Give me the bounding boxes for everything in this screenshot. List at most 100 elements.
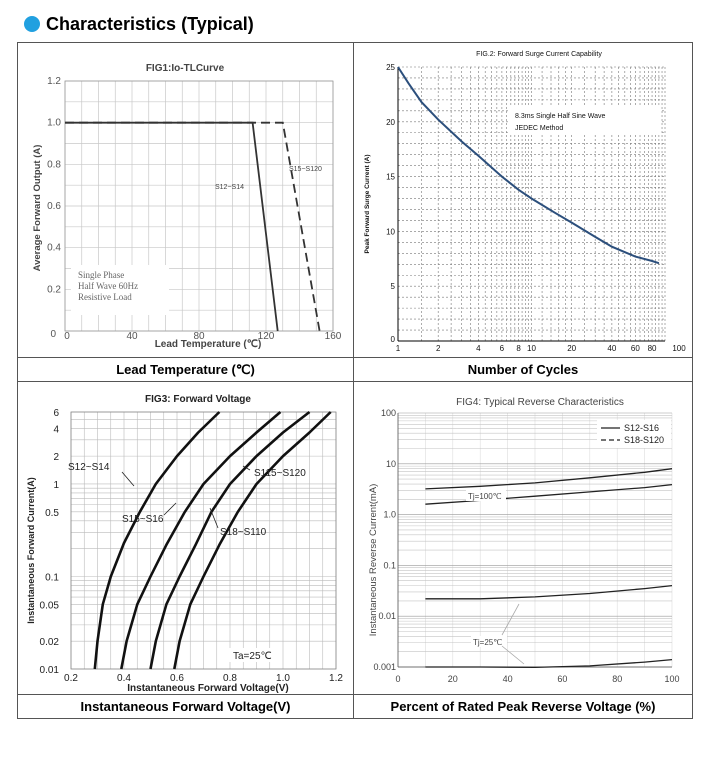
fig4-annotation: Tj=25℃	[473, 638, 502, 647]
section-header: Characteristics (Typical)	[24, 10, 254, 38]
fig3-label-leader	[209, 507, 219, 529]
x-tick-label: 1.0	[276, 673, 290, 684]
x-tick-label: 8	[516, 344, 521, 353]
annotation-box	[510, 105, 660, 135]
fig3-label-leader	[163, 502, 177, 516]
y-tick-label: 20	[386, 118, 395, 127]
y-tick-label: 0.5	[45, 508, 59, 519]
section-title: Characteristics (Typical)	[46, 13, 254, 34]
fig3-series-line	[93, 411, 221, 670]
fig4-caption: Percent of Rated Peak Reverse Voltage (%…	[353, 694, 693, 719]
fig3-annotation: Ta=25℃	[233, 651, 272, 662]
y-tick-label: 0.01	[40, 665, 60, 676]
fig4-annotation-leader	[501, 645, 525, 665]
fig1-annotation-line: Single Phase	[78, 270, 124, 280]
y-tick-label: 6	[53, 408, 59, 419]
fig4-series-line	[425, 483, 673, 505]
x-tick-label: 40	[607, 344, 616, 353]
fig2-y-label: Peak Forward Surge Current (A)	[364, 155, 371, 254]
x-tick-label: 100	[672, 344, 686, 353]
x-tick-label: 60	[557, 674, 567, 684]
fig4-annotation-leader	[501, 603, 520, 636]
fig1-caption: Lead Temperature (℃)	[17, 357, 354, 382]
fig3-label-leader	[121, 471, 135, 487]
fig4-series-line	[425, 584, 673, 600]
fig2-panel: 8.3ms Single Half Sine Wave JEDEC Method 1…	[353, 42, 693, 358]
fig1-annotation-line: Half Wave 60Hz	[78, 281, 138, 291]
x-tick-label: 0	[64, 331, 70, 342]
y-tick-label: 0.05	[40, 600, 60, 611]
y-tick-label: 10	[386, 459, 396, 469]
plot-frame	[70, 411, 337, 670]
x-tick-label: 120	[258, 331, 275, 342]
x-tick-label: 80	[648, 344, 657, 353]
y-tick-label: 0.6	[47, 201, 61, 212]
x-tick-label: 0.6	[170, 673, 184, 684]
fig4-series-line	[425, 468, 673, 490]
fig3-label-leader	[242, 465, 251, 471]
y-tick-label: 100	[381, 408, 396, 418]
x-tick-label: 1.2	[329, 673, 343, 684]
y-tick-label: 0	[50, 329, 56, 340]
x-tick-label: 160	[325, 331, 342, 342]
y-tick-label: 0.02	[40, 637, 60, 648]
fig3-caption: Instantaneous Forward Voltage(V)	[17, 694, 354, 719]
x-tick-label: 0.8	[223, 673, 237, 684]
y-tick-label: 0.8	[47, 159, 61, 170]
x-tick-label: 40	[126, 331, 138, 342]
fig3-series-label: S115~S120	[254, 468, 306, 479]
fig3-y-label: Instantaneous Forward Current(A)	[26, 477, 36, 624]
legend-entry: S18-S120	[624, 435, 664, 445]
x-tick-label: 100	[664, 674, 679, 684]
annotation-box	[466, 490, 506, 501]
y-tick-label: 25	[386, 63, 395, 72]
fig2-series-line	[397, 66, 660, 265]
y-tick-label: 2	[53, 452, 59, 463]
x-tick-label: 20	[448, 674, 458, 684]
y-tick-label: 0.1	[383, 560, 396, 570]
x-tick-label: 80	[193, 331, 205, 342]
fig4-y-label: Instantaneous Reverse Current(mA)	[368, 484, 379, 637]
fig1-y-label: Average Forward Output (A)	[32, 145, 43, 272]
y-tick-label: 0.2	[47, 284, 61, 295]
fig3-series-line	[120, 411, 282, 670]
fig3-series-label: S18~S110	[220, 527, 267, 538]
fig1-series-line	[65, 121, 321, 332]
x-tick-label: 20	[567, 344, 576, 353]
y-tick-label: 5	[391, 282, 396, 291]
fig1-x-label: Lead Temperature (℃)	[155, 339, 262, 350]
y-tick-label: 10	[386, 227, 395, 236]
legend-entry: S12-S16	[624, 423, 659, 433]
fig1-annotation-line: Resistive Load	[78, 292, 132, 302]
x-tick-label: 0.4	[117, 673, 131, 684]
fig2-annotation-line: 8.3ms Single Half Sine Wave	[515, 113, 605, 120]
fig2-annotation-line: JEDEC Method	[515, 125, 563, 132]
fig4-title: FIG4: Typical Reverse Characteristics	[456, 397, 624, 408]
x-tick-label: 10	[527, 344, 536, 353]
x-tick-label: 60	[631, 344, 640, 353]
annotation-box	[228, 648, 280, 662]
x-tick-label: 4	[476, 344, 481, 353]
fig3-chart: 0.2 0.4 0.6 0.8 1.0 1.2 0.01 0.02 0.05 0.1 0.5 1 2 4 6…	[26, 394, 343, 694]
fig1-title: FIG1:Io-TLCurve	[146, 63, 225, 74]
fig3-series-line	[149, 410, 311, 670]
y-tick-label: 0.1	[45, 572, 59, 583]
fig3-series-label: S12~S14	[68, 462, 110, 473]
y-tick-label: 0.4	[47, 243, 61, 254]
y-tick-label: 15	[386, 173, 395, 182]
fig1-panel: Single Phase Half Wave 60Hz Resistive Load…	[17, 42, 354, 358]
fig4-chart: 0 20 40 60 80 100 0.001 0.01 0.1 1.0 10 100 FIG4: Ty…	[368, 397, 680, 684]
fig3-series-label: S15~S16	[122, 514, 164, 525]
x-tick-label: 1	[396, 344, 401, 353]
fig2-caption: Number of Cycles	[353, 357, 693, 382]
annotation-box	[71, 265, 169, 315]
y-tick-label: 4	[53, 424, 59, 435]
x-tick-label: 2	[436, 344, 441, 353]
fig4-series-line	[425, 658, 673, 669]
x-tick-label: 0	[395, 674, 400, 684]
fig2-title: FIG.2: Forward Surge Current Capability	[476, 51, 602, 58]
fig3-x-label: Instantaneous Forward Voltage(V)	[127, 683, 289, 694]
fig4-legend-box	[597, 420, 671, 448]
fig1-series-label: S15~S120	[289, 166, 322, 173]
